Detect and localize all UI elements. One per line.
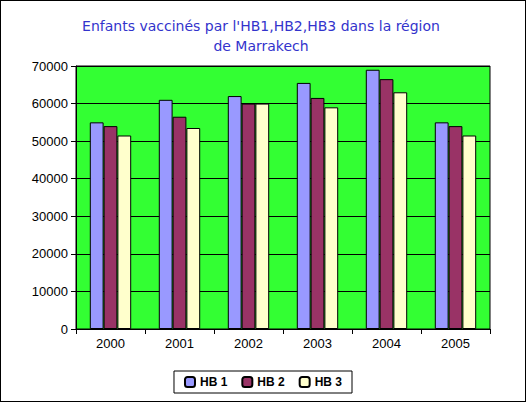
svg-text:20000: 20000 — [32, 246, 68, 261]
svg-text:2005: 2005 — [441, 336, 470, 351]
svg-text:2002: 2002 — [234, 336, 263, 351]
svg-text:de Marrakech: de Marrakech — [213, 38, 308, 54]
svg-text:Enfants vaccinés par l'HB1,HB2: Enfants vaccinés par l'HB1,HB2,HB3 dans … — [82, 18, 440, 34]
svg-text:70000: 70000 — [32, 59, 68, 74]
svg-text:2003: 2003 — [303, 336, 332, 351]
svg-text:2000: 2000 — [96, 336, 125, 351]
svg-text:30000: 30000 — [32, 209, 68, 224]
svg-text:50000: 50000 — [32, 134, 68, 149]
svg-text:HB 2: HB 2 — [257, 375, 285, 389]
svg-text:10000: 10000 — [32, 284, 68, 299]
svg-text:40000: 40000 — [32, 171, 68, 186]
svg-text:HB 1: HB 1 — [200, 375, 228, 389]
svg-text:60000: 60000 — [32, 96, 68, 111]
svg-text:2001: 2001 — [165, 336, 194, 351]
svg-text:2004: 2004 — [372, 336, 401, 351]
svg-text:HB 3: HB 3 — [315, 375, 343, 389]
svg-text:0: 0 — [61, 322, 68, 337]
